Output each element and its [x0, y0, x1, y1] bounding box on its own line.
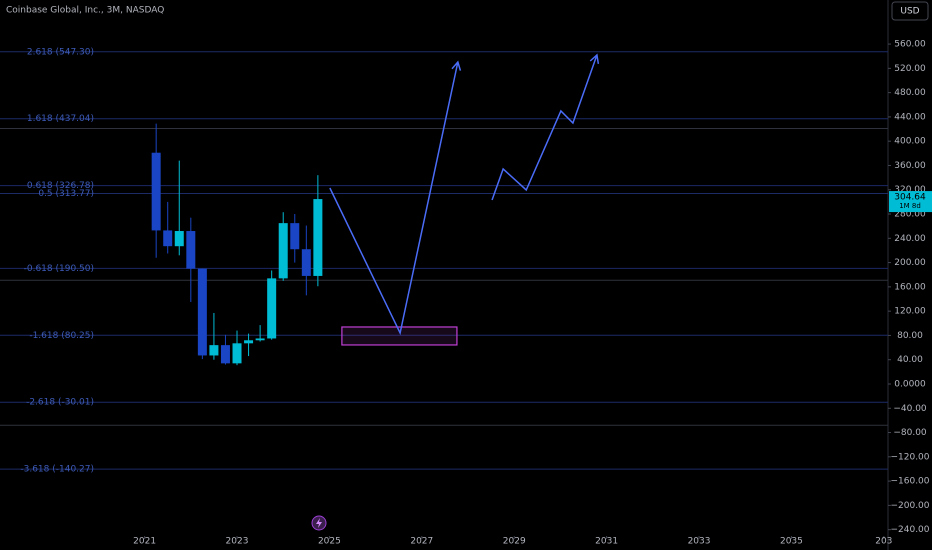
fib-label: 0.618 (326.78): [27, 181, 94, 191]
symbol-title: Coinbase Global, Inc., 3M, NASDAQ: [6, 6, 164, 16]
x-tick-label: 2035: [780, 537, 803, 547]
candle-body: [186, 231, 196, 269]
x-tick-label: 2021: [133, 537, 156, 547]
fib-label: -0.618 (190.50): [24, 264, 94, 274]
y-tick-label: −200.00: [890, 501, 929, 511]
y-tick-label: −160.00: [890, 477, 929, 487]
x-tick-label: 2023: [226, 537, 249, 547]
candle-body: [278, 223, 288, 279]
fib-label: 0.5 (313.77): [38, 189, 94, 199]
y-tick-label: 120.00: [894, 307, 926, 317]
y-tick-label: 40.00: [897, 355, 923, 365]
y-tick-label: 520.00: [894, 64, 926, 74]
projection-path: [329, 61, 459, 336]
currency-button[interactable]: [891, 1, 929, 21]
x-tick-label: 2033: [688, 537, 711, 547]
candle-body: [267, 278, 277, 339]
fib-label: 1.618 (437.04): [27, 114, 94, 124]
y-tick-label: 0.0000: [894, 379, 926, 389]
y-tick-label: 200.00: [894, 258, 926, 268]
candle-body: [174, 231, 184, 247]
y-tick-label: −80.00: [893, 428, 927, 438]
y-tick-label: 160.00: [894, 282, 926, 292]
candle-body: [220, 345, 230, 364]
y-tick-label: 560.00: [894, 40, 926, 50]
x-tick-label: 2027: [410, 537, 433, 547]
y-tick-label: 80.00: [897, 331, 923, 341]
candle-body: [232, 343, 242, 364]
candle-body: [313, 199, 323, 276]
x-tick-label: 2029: [503, 537, 526, 547]
y-tick-label: 360.00: [894, 161, 926, 171]
x-tick-label: 203: [875, 537, 892, 547]
y-tick-label: −120.00: [890, 452, 929, 462]
candle-body: [163, 230, 173, 247]
currency-label[interactable]: USD: [900, 7, 919, 17]
zone-box: [341, 326, 458, 346]
event-bolt: [316, 518, 322, 528]
projection-path: [491, 54, 598, 201]
y-tick-label: 280.00: [894, 210, 926, 220]
y-tick-label: −240.00: [890, 525, 929, 535]
y-tick-label: 320.00: [894, 185, 926, 195]
candle-body: [301, 249, 311, 276]
candle-body: [255, 338, 265, 341]
fib-label: -1.618 (80.25): [29, 331, 94, 341]
candle-body: [244, 340, 254, 344]
last-price-box: [889, 191, 932, 213]
candle-body: [290, 223, 300, 250]
arrow-head: [451, 60, 462, 71]
y-tick-label: −40.00: [893, 404, 927, 414]
fib-label: -3.618 (-140.27): [20, 465, 94, 475]
countdown-label: 1M 8d: [899, 202, 921, 210]
last-price-label: 304.64: [894, 193, 926, 203]
candle-body: [197, 268, 207, 356]
candle-body: [209, 345, 219, 356]
y-tick-label: 400.00: [894, 137, 926, 147]
fib-label: -2.618 (-30.01): [26, 398, 94, 408]
y-tick-label: 480.00: [894, 88, 926, 98]
arrow-head: [589, 53, 600, 64]
fib-label: 2.618 (547.30): [27, 47, 94, 57]
x-tick-label: 2031: [595, 537, 618, 547]
candle-body: [151, 152, 161, 231]
x-tick-label: 2025: [318, 537, 341, 547]
y-tick-label: 240.00: [894, 234, 926, 244]
y-tick-label: 440.00: [894, 112, 926, 122]
